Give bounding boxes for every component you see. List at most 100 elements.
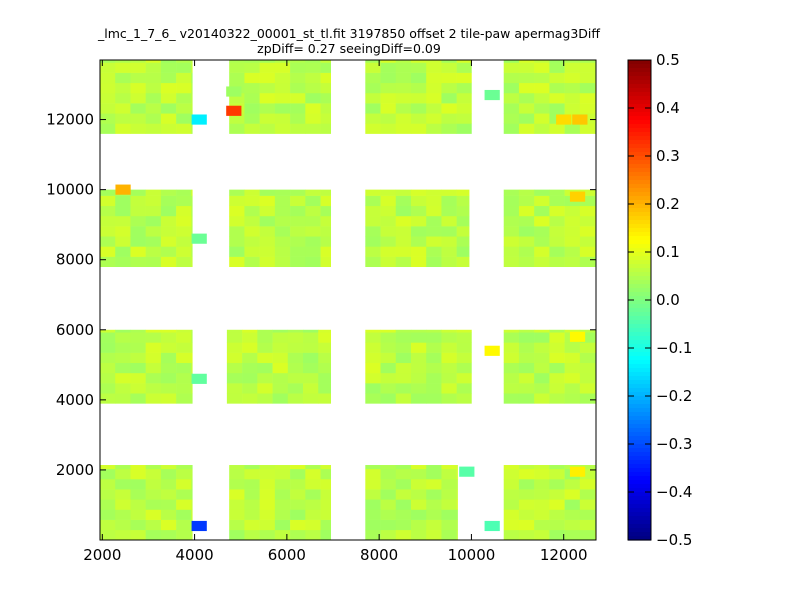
heatmap-cell — [191, 479, 193, 490]
heatmap-cell — [365, 499, 381, 510]
heatmap-cell-highlight — [572, 114, 588, 125]
heatmap-cell — [305, 246, 321, 257]
heatmap-cell — [305, 236, 321, 247]
heatmap-cell — [259, 195, 276, 207]
heatmap-cell — [534, 215, 550, 227]
colorbar-strip — [628, 280, 651, 285]
heatmap-cell — [160, 342, 177, 353]
heatmap-cell — [564, 383, 581, 394]
heatmap-cell — [456, 509, 458, 520]
heatmap-cell — [176, 113, 192, 124]
heatmap-cell — [160, 499, 177, 510]
heatmap-cell — [259, 465, 276, 470]
heatmap-cell — [549, 499, 565, 510]
heatmap-cell — [242, 352, 258, 364]
heatmap-cell — [380, 329, 397, 333]
heatmap-cell — [441, 468, 457, 480]
heatmap-cell-highlight — [459, 466, 475, 477]
heatmap-cell — [441, 509, 457, 520]
heatmap-cell — [176, 60, 192, 63]
heatmap-cell — [160, 529, 177, 541]
heatmap-cell — [115, 92, 131, 104]
heatmap-cell — [503, 205, 520, 217]
heatmap-cell — [318, 362, 331, 374]
heatmap-cell — [130, 499, 146, 510]
heatmap-cell — [564, 205, 581, 217]
heatmap-cell — [272, 393, 289, 404]
heatmap-cell — [160, 189, 177, 196]
heatmap-cell — [191, 332, 193, 343]
heatmap-cell — [503, 236, 520, 247]
heatmap-cell — [100, 509, 116, 520]
colorbar-strip — [628, 100, 651, 105]
heatmap-cell — [549, 92, 565, 104]
colorbar-strip — [628, 416, 651, 421]
heatmap-cell — [456, 372, 472, 384]
heatmap-cell — [579, 113, 596, 124]
colorbar-strip — [628, 360, 651, 365]
heatmap-cell — [564, 256, 581, 268]
colorbar-strip — [628, 168, 651, 173]
heatmap-cell — [274, 479, 291, 490]
heatmap-cell — [303, 383, 319, 394]
heatmap-cell — [290, 72, 306, 84]
colorbar-strip — [628, 508, 651, 513]
heatmap-cell — [274, 205, 291, 217]
heatmap-cell — [549, 362, 565, 374]
heatmap-cell — [145, 92, 162, 104]
heatmap-cell — [518, 362, 535, 374]
heatmap-cell — [534, 123, 550, 134]
heatmap-cell — [130, 329, 146, 333]
heatmap-cell — [100, 60, 116, 63]
colorbar-strip — [628, 252, 651, 257]
heatmap-cell — [426, 509, 442, 520]
heatmap-cell-highlight — [226, 105, 242, 116]
heatmap-cell — [145, 256, 162, 268]
colorbar-strip — [628, 200, 651, 205]
heatmap-cell — [115, 519, 131, 531]
heatmap-cell — [272, 342, 289, 353]
heatmap-cell — [100, 246, 116, 257]
heatmap-cell — [145, 72, 162, 84]
heatmap-cell — [503, 509, 520, 520]
heatmap-cell — [274, 62, 291, 73]
heatmap-cell — [115, 489, 131, 500]
heatmap-cell — [549, 60, 565, 63]
heatmap-cell — [365, 62, 381, 73]
heatmap-cell — [176, 519, 192, 531]
heatmap-cell — [518, 123, 535, 134]
heatmap-cell — [518, 113, 535, 124]
heatmap-cell — [426, 393, 442, 404]
heatmap-cell — [549, 195, 565, 207]
heatmap-cell — [365, 72, 381, 84]
heatmap-cell — [365, 82, 381, 94]
heatmap-cell — [160, 113, 177, 124]
heatmap-cell — [229, 226, 245, 237]
colorbar-strip — [628, 96, 651, 101]
heatmap-cell — [426, 195, 442, 207]
heatmap-cell — [549, 215, 565, 227]
heatmap-cell — [318, 393, 331, 404]
heatmap-cell — [191, 92, 193, 104]
heatmap-cell — [456, 352, 472, 364]
heatmap-cell — [244, 92, 260, 104]
heatmap-cell — [274, 195, 291, 207]
heatmap-cell — [503, 226, 520, 237]
heatmap-cell — [426, 246, 442, 257]
heatmap-cell — [244, 123, 260, 134]
heatmap-cell — [320, 256, 331, 268]
colorbar-strip — [628, 364, 651, 369]
heatmap-cell — [115, 479, 131, 490]
heatmap-cell — [456, 246, 470, 257]
heatmap-cell — [441, 60, 457, 63]
colorbar-strip — [628, 448, 651, 453]
colorbar-strip — [628, 512, 651, 517]
heatmap-cell — [365, 519, 381, 531]
heatmap-cell — [518, 499, 535, 510]
colorbar-strip — [628, 300, 651, 305]
heatmap-cell — [426, 123, 442, 134]
heatmap-cell — [549, 236, 565, 247]
heatmap-cell — [191, 215, 193, 227]
colorbar-strip — [628, 532, 651, 537]
heatmap-cell — [160, 60, 177, 63]
